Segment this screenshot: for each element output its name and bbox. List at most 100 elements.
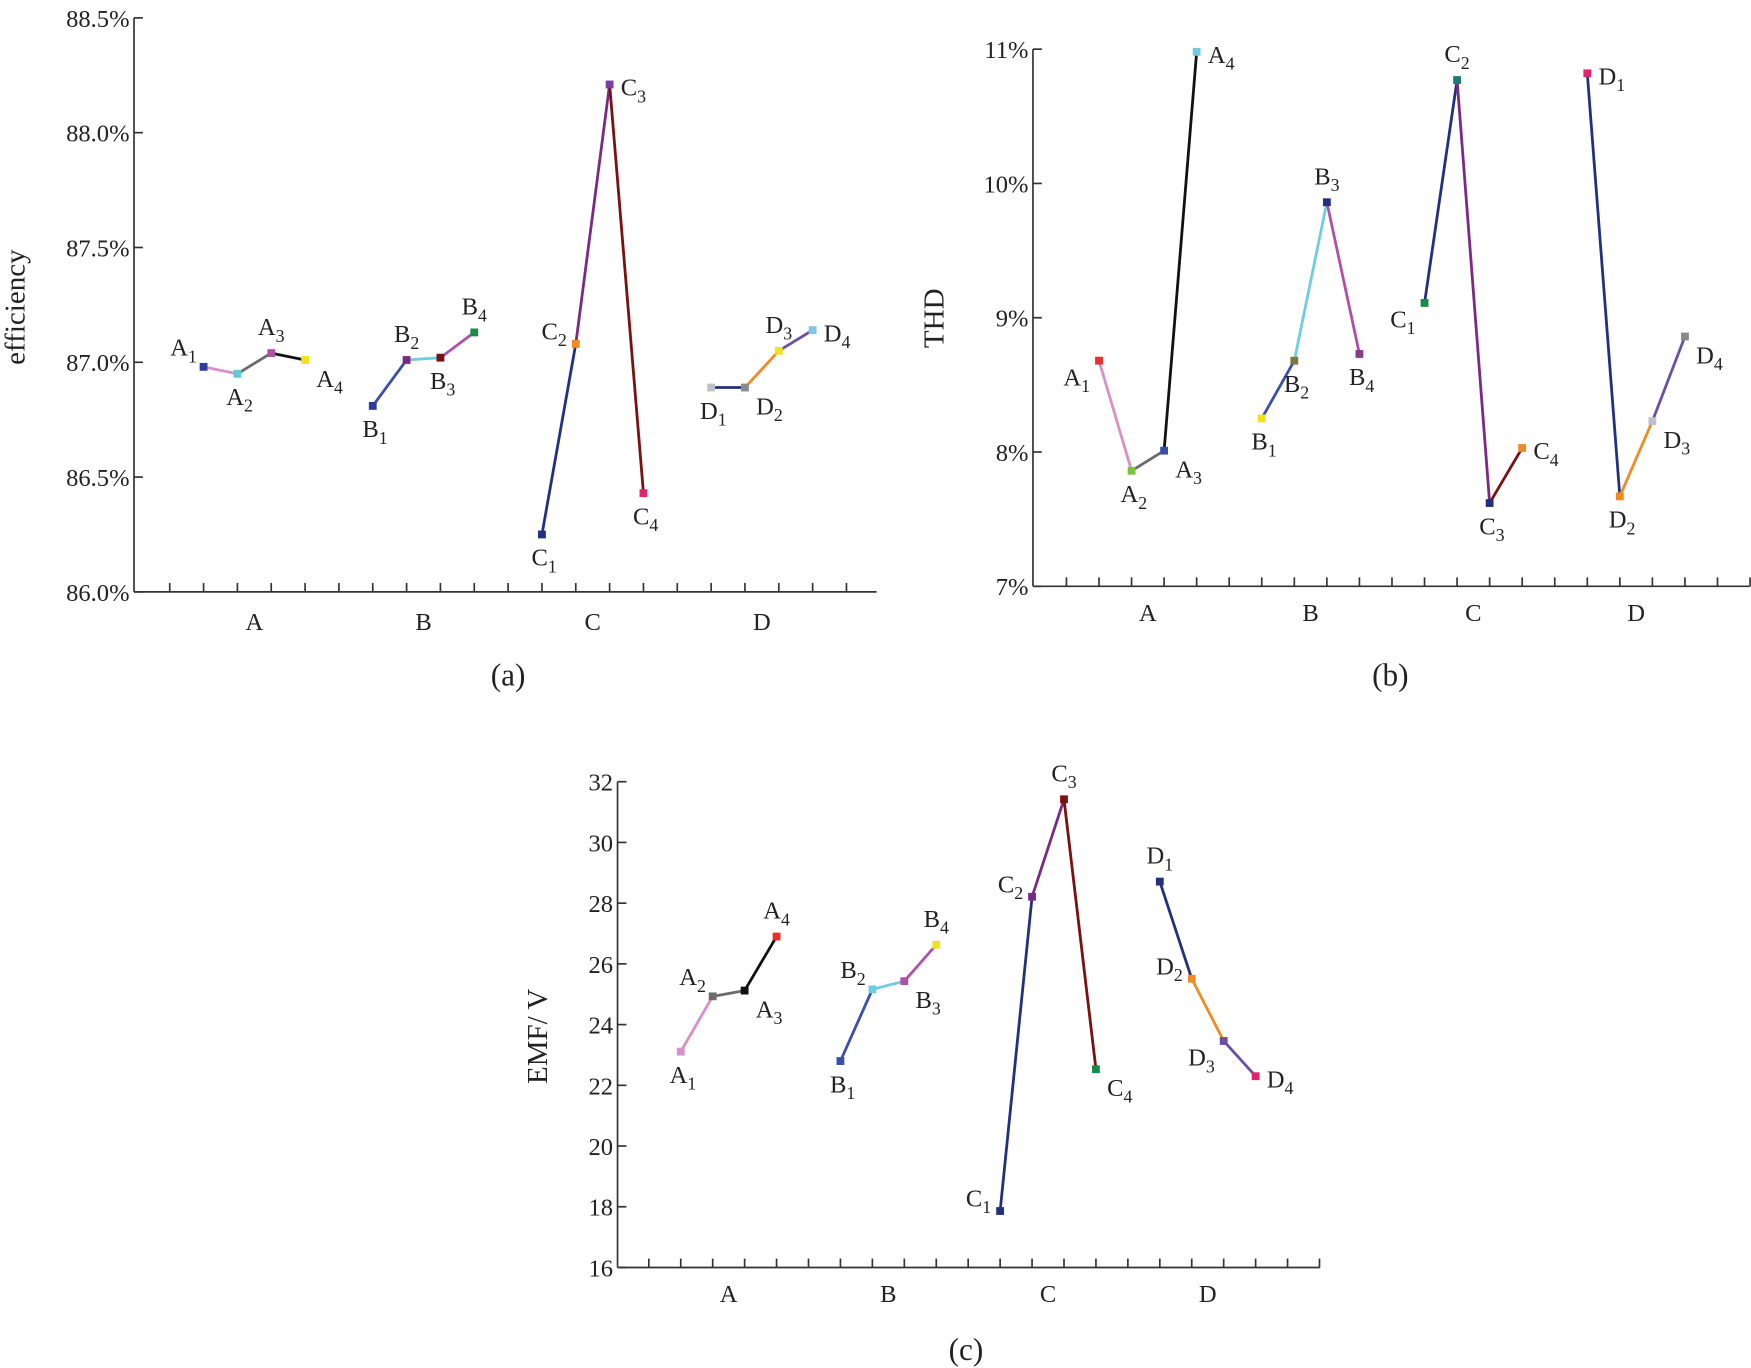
point-label-subscript: 1 bbox=[188, 346, 197, 366]
point-label-letter: D bbox=[1188, 1045, 1206, 1072]
point-label: A4 bbox=[316, 366, 343, 398]
point-label: D3 bbox=[1664, 427, 1691, 459]
point-label: C1 bbox=[966, 1186, 991, 1218]
point-label-subscript: 3 bbox=[1496, 525, 1505, 545]
point-label-subscript: 4 bbox=[940, 918, 949, 938]
marker bbox=[368, 401, 377, 410]
point-label-subscript: 4 bbox=[334, 377, 343, 397]
point-label-letter: B bbox=[840, 957, 856, 984]
marker bbox=[1092, 1065, 1100, 1074]
point-label-letter: C bbox=[542, 318, 558, 345]
point-label-letter: D bbox=[765, 312, 783, 339]
marker bbox=[571, 339, 580, 348]
point-label-letter: A bbox=[258, 314, 276, 341]
point-label-subscript: 4 bbox=[1714, 354, 1723, 374]
point-label-subscript: 2 bbox=[558, 330, 567, 350]
y-tick-label: 88.0% bbox=[66, 121, 129, 148]
point-label: C3 bbox=[621, 75, 646, 107]
y-tick-label: 30 bbox=[589, 830, 614, 857]
point-label: C4 bbox=[1107, 1075, 1132, 1107]
segment bbox=[1423, 79, 1459, 304]
point-label: D2 bbox=[1156, 953, 1183, 985]
caption: (c) bbox=[949, 1332, 984, 1367]
point-label-letter: C bbox=[633, 503, 649, 530]
segment bbox=[1618, 420, 1654, 497]
point-label-subscript: 3 bbox=[637, 86, 646, 106]
x-tick-label: C bbox=[1465, 600, 1481, 627]
point-label-letter: D bbox=[1609, 507, 1627, 534]
marker bbox=[1648, 417, 1657, 426]
point-label: B3 bbox=[430, 368, 455, 400]
point-label: C3 bbox=[1051, 760, 1076, 792]
y-tick-label: 26 bbox=[589, 952, 614, 979]
point-label: D3 bbox=[1188, 1045, 1215, 1077]
point-label-subscript: 3 bbox=[783, 324, 792, 344]
marker bbox=[774, 346, 783, 355]
point-label-letter: B bbox=[924, 906, 940, 933]
y-tick-label: 87.0% bbox=[66, 350, 129, 377]
segment bbox=[743, 349, 780, 389]
point-label-letter: B bbox=[830, 1071, 846, 1098]
marker bbox=[1028, 892, 1036, 901]
point-label-subscript: 2 bbox=[857, 969, 866, 989]
point-label-subscript: 1 bbox=[1164, 854, 1173, 874]
marker bbox=[470, 328, 479, 337]
point-label-subscript: 1 bbox=[1268, 440, 1277, 460]
segment bbox=[1325, 201, 1361, 355]
segment bbox=[1062, 799, 1098, 1070]
point-label-letter: B bbox=[394, 321, 410, 348]
x-tick-label: C bbox=[1040, 1281, 1056, 1308]
point-label-letter: D bbox=[824, 320, 842, 347]
x-tick-label: B bbox=[1302, 600, 1318, 627]
marker bbox=[1681, 332, 1689, 341]
point-label-letter: D bbox=[700, 398, 718, 425]
marker bbox=[808, 326, 817, 335]
point-label-subscript: 3 bbox=[446, 380, 455, 400]
marker bbox=[707, 383, 716, 392]
point-label-subscript: 1 bbox=[1407, 318, 1416, 338]
point-label-letter: B bbox=[1251, 429, 1267, 456]
segment bbox=[1162, 51, 1199, 451]
segment bbox=[406, 356, 441, 362]
marker bbox=[1257, 414, 1266, 423]
point-label: D4 bbox=[1696, 342, 1723, 374]
point-label-letter: C bbox=[1390, 307, 1406, 334]
point-label-letter: C bbox=[1444, 41, 1460, 68]
point-label-letter: C bbox=[532, 545, 548, 572]
point-label: C2 bbox=[542, 318, 567, 350]
y-tick-label: 7% bbox=[996, 574, 1029, 601]
marker bbox=[1192, 47, 1201, 56]
segment bbox=[1097, 360, 1133, 472]
point-label-subscript: 4 bbox=[842, 332, 851, 352]
point-label-subscript: 2 bbox=[1014, 883, 1023, 903]
point-label: A1 bbox=[670, 1062, 697, 1094]
point-label-subscript: 2 bbox=[1138, 493, 1147, 513]
marker bbox=[1322, 198, 1331, 207]
point-label: B4 bbox=[462, 294, 487, 326]
point-label-letter: D bbox=[1598, 63, 1616, 90]
marker bbox=[741, 383, 749, 392]
point-label-letter: B bbox=[1284, 371, 1300, 398]
point-label-letter: B bbox=[1349, 364, 1365, 391]
marker bbox=[996, 1207, 1005, 1215]
point-label-subscript: 1 bbox=[1616, 75, 1625, 95]
point-label-subscript: 2 bbox=[1626, 518, 1635, 538]
y-tick-label: 10% bbox=[983, 171, 1028, 198]
y-tick-label: 86.0% bbox=[66, 580, 129, 607]
point-label: A1 bbox=[170, 335, 197, 367]
point-label: A3 bbox=[756, 996, 783, 1028]
y-tick-label: 87.5% bbox=[66, 235, 129, 262]
marker bbox=[1095, 356, 1103, 365]
segment bbox=[1190, 978, 1225, 1042]
segment bbox=[903, 943, 938, 983]
marker bbox=[1453, 76, 1461, 84]
point-label-letter: D bbox=[1156, 953, 1174, 980]
segment bbox=[203, 365, 238, 376]
marker bbox=[233, 369, 242, 378]
marker bbox=[772, 932, 781, 941]
point-label: B4 bbox=[1349, 364, 1374, 396]
segment bbox=[439, 331, 476, 359]
point-label: D1 bbox=[1146, 843, 1173, 875]
segment bbox=[1585, 73, 1622, 497]
